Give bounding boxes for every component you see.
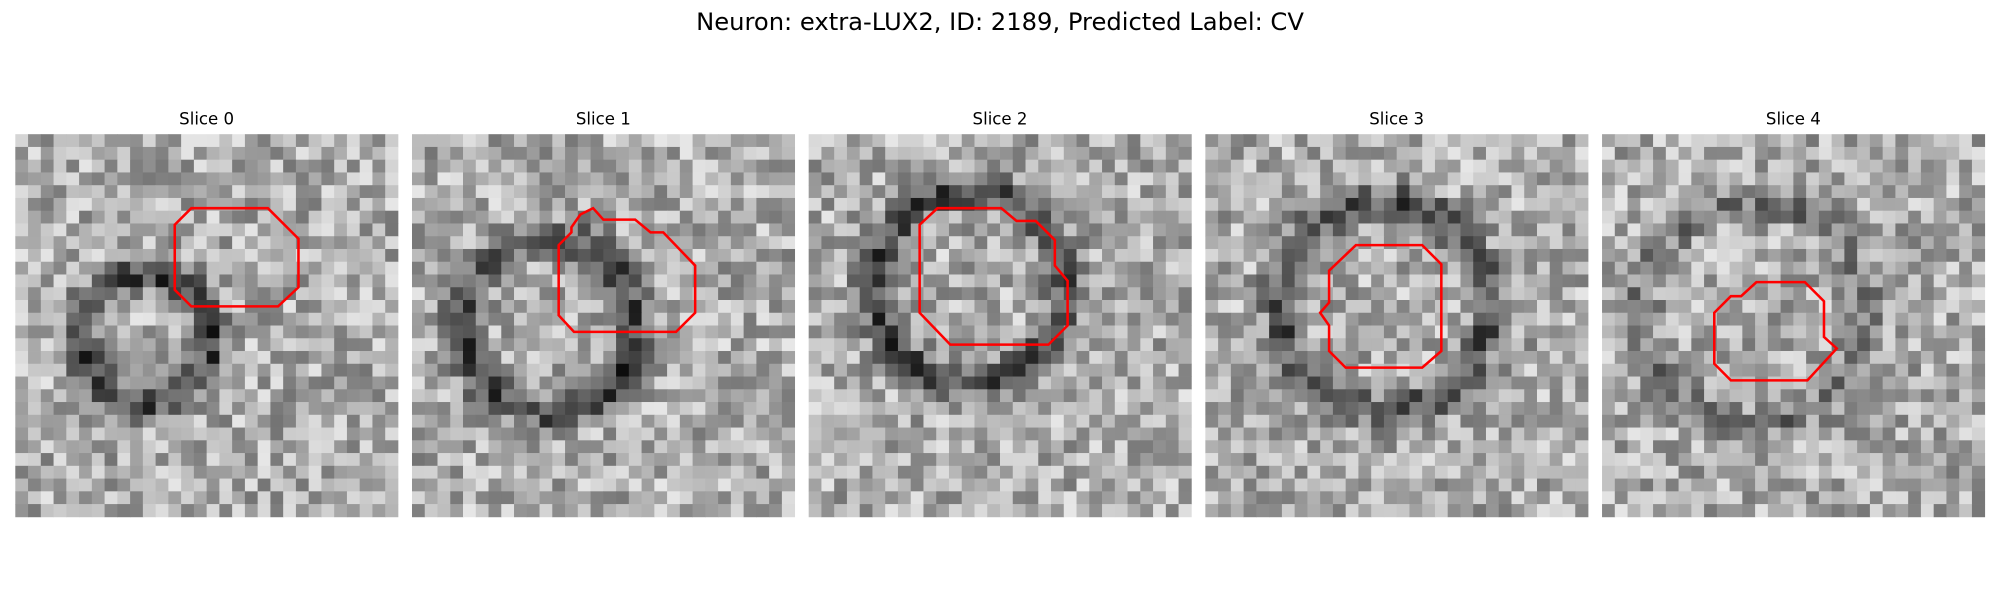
roi-contour <box>557 206 697 334</box>
panel-title: Slice 1 <box>576 110 631 129</box>
slice-panel <box>411 134 796 518</box>
slice-image <box>1205 134 1589 518</box>
slice-panel <box>1205 134 1589 518</box>
panel-title: Slice 0 <box>179 110 234 129</box>
roi-contour <box>173 206 300 308</box>
roi-contour <box>1318 243 1443 369</box>
figure-title: Neuron: extra-LUX2, ID: 2189, Predicted … <box>696 8 1304 36</box>
slice-image <box>15 134 399 518</box>
roi-contour <box>1713 280 1839 382</box>
slice-image <box>411 134 796 518</box>
roi-contour <box>918 206 1069 346</box>
slice-panel <box>1602 134 1986 518</box>
slice-panel <box>808 134 1192 518</box>
slice-panel <box>15 134 399 518</box>
panel-title: Slice 4 <box>1766 110 1821 129</box>
panel-title: Slice 3 <box>1369 110 1424 129</box>
panel-title: Slice 2 <box>973 110 1028 129</box>
slice-image <box>1602 134 1986 518</box>
slice-image <box>808 134 1192 518</box>
